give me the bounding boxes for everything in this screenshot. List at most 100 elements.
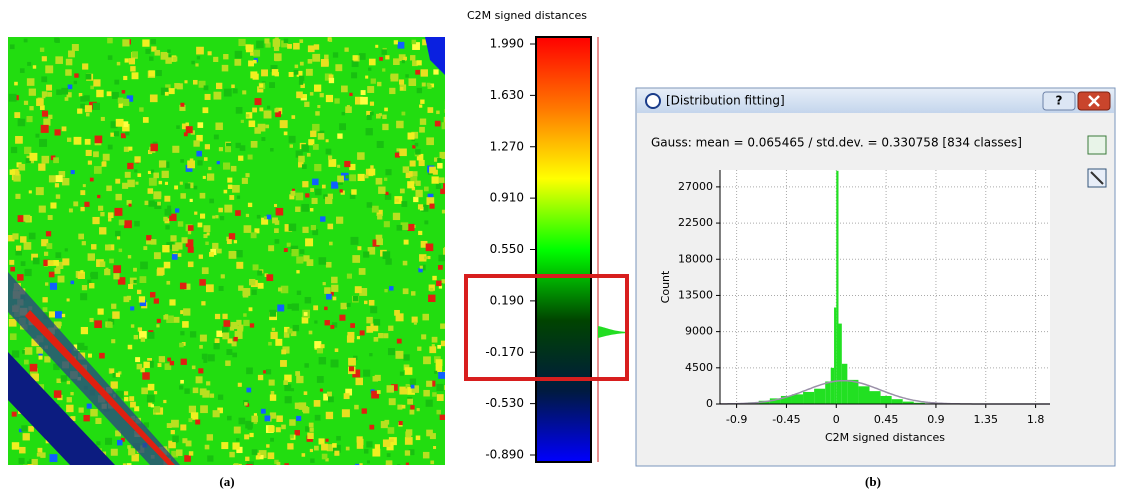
texture bbox=[385, 258, 391, 264]
texture bbox=[134, 221, 140, 227]
histogram-bar bbox=[831, 368, 834, 404]
texture bbox=[134, 169, 137, 172]
texture bbox=[214, 135, 219, 140]
texture bbox=[11, 147, 17, 153]
texture bbox=[324, 307, 327, 310]
texture bbox=[212, 243, 218, 249]
texture bbox=[257, 215, 261, 219]
texture bbox=[200, 214, 205, 219]
texture bbox=[73, 201, 78, 206]
texture bbox=[142, 39, 149, 46]
texture bbox=[222, 332, 229, 339]
texture bbox=[270, 394, 276, 400]
texture bbox=[83, 415, 89, 421]
texture bbox=[325, 197, 332, 204]
texture bbox=[268, 426, 274, 432]
texture bbox=[256, 41, 264, 49]
texture bbox=[289, 224, 297, 232]
texture bbox=[56, 379, 61, 384]
texture bbox=[71, 281, 75, 285]
texture bbox=[37, 453, 41, 457]
export-csv-button[interactable] bbox=[1088, 136, 1106, 154]
texture bbox=[274, 53, 282, 61]
texture bbox=[132, 72, 139, 79]
texture bbox=[366, 128, 373, 135]
texture bbox=[428, 295, 435, 302]
texture bbox=[383, 439, 391, 447]
texture bbox=[39, 139, 47, 147]
texture bbox=[337, 176, 344, 183]
texture bbox=[95, 418, 101, 424]
texture bbox=[246, 367, 253, 374]
texture bbox=[399, 421, 403, 425]
texture bbox=[199, 345, 203, 349]
texture bbox=[423, 390, 430, 397]
texture bbox=[23, 465, 30, 472]
texture bbox=[430, 288, 434, 292]
texture bbox=[252, 108, 257, 113]
texture bbox=[328, 155, 332, 159]
texture bbox=[291, 249, 298, 256]
texture bbox=[67, 397, 72, 402]
texture bbox=[50, 283, 57, 290]
texture bbox=[281, 425, 286, 430]
texture bbox=[314, 85, 321, 92]
texture bbox=[77, 343, 84, 350]
texture bbox=[99, 353, 105, 359]
texture bbox=[218, 395, 223, 400]
texture bbox=[314, 44, 319, 49]
texture bbox=[86, 150, 92, 156]
texture bbox=[68, 85, 73, 90]
texture bbox=[427, 256, 430, 259]
texture bbox=[285, 396, 292, 403]
texture bbox=[231, 166, 237, 172]
texture bbox=[310, 188, 314, 192]
texture bbox=[374, 337, 379, 342]
texture bbox=[129, 58, 135, 64]
texture bbox=[158, 363, 162, 367]
texture bbox=[96, 441, 100, 445]
texture bbox=[239, 418, 246, 425]
texture bbox=[283, 380, 288, 385]
texture bbox=[223, 162, 230, 169]
texture bbox=[15, 171, 19, 175]
texture bbox=[188, 262, 194, 268]
texture bbox=[360, 330, 365, 335]
texture bbox=[277, 462, 281, 466]
texture bbox=[368, 68, 371, 71]
texture bbox=[184, 455, 191, 462]
texture bbox=[90, 178, 94, 182]
texture bbox=[365, 76, 368, 79]
texture bbox=[107, 91, 112, 96]
texture bbox=[319, 438, 325, 444]
texture bbox=[405, 367, 413, 375]
texture bbox=[245, 457, 249, 461]
histogram-bar bbox=[834, 308, 836, 404]
texture bbox=[407, 224, 414, 231]
texture bbox=[244, 402, 247, 405]
texture bbox=[384, 221, 390, 227]
texture bbox=[224, 89, 232, 97]
texture bbox=[419, 160, 425, 166]
texture bbox=[357, 246, 361, 250]
texture bbox=[100, 261, 106, 267]
texture bbox=[326, 149, 332, 155]
texture bbox=[250, 323, 254, 327]
texture bbox=[15, 136, 23, 144]
texture bbox=[125, 58, 129, 62]
texture bbox=[377, 214, 382, 219]
texture bbox=[239, 464, 242, 467]
texture bbox=[205, 445, 210, 450]
texture bbox=[382, 68, 385, 71]
texture bbox=[300, 249, 305, 254]
texture bbox=[268, 245, 274, 251]
texture bbox=[410, 405, 414, 409]
texture bbox=[348, 358, 356, 366]
texture bbox=[439, 177, 445, 183]
texture bbox=[269, 310, 276, 317]
texture bbox=[406, 463, 409, 466]
texture bbox=[115, 194, 121, 200]
texture bbox=[165, 225, 169, 229]
texture bbox=[433, 446, 436, 449]
texture bbox=[125, 172, 131, 178]
